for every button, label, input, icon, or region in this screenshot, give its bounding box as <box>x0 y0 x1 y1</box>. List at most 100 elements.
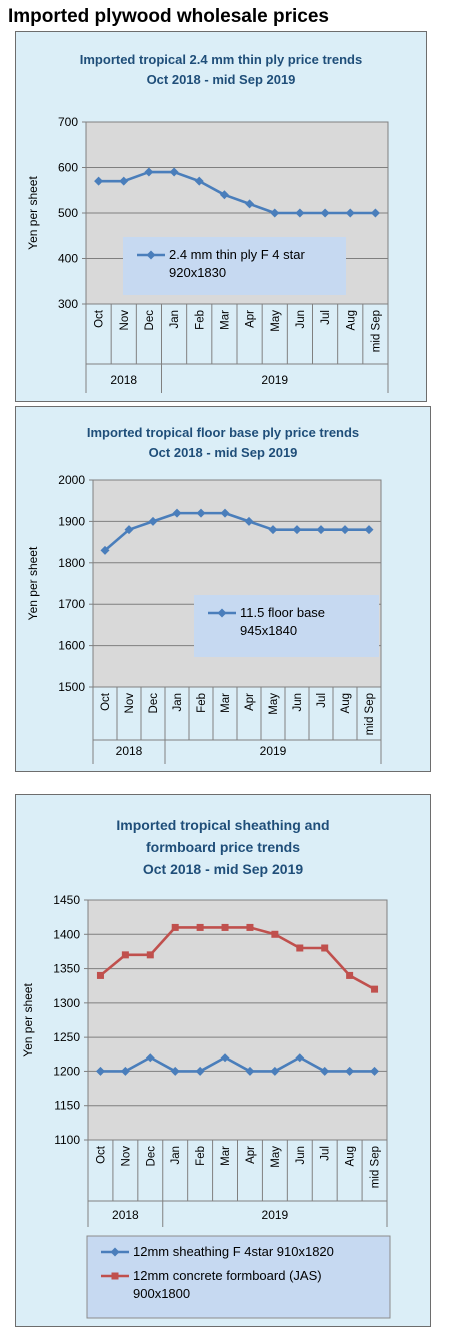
data-point <box>96 971 104 979</box>
data-point <box>196 923 204 931</box>
chart-title-line: Imported tropical sheathing and <box>116 817 329 833</box>
y-tick-label: 1700 <box>58 597 85 611</box>
y-tick-label: 1450 <box>53 893 80 907</box>
data-point <box>119 176 129 186</box>
y-tick-label: 500 <box>58 206 78 220</box>
legend-label: 945x1840 <box>240 623 297 638</box>
x-tick-label-dec: Dec <box>145 1146 157 1167</box>
data-point <box>320 208 330 218</box>
x-tick-label-nov: Nov <box>124 693 136 714</box>
chart-svg: Imported tropical 2.4 mm thin ply price … <box>26 52 389 393</box>
y-tick-label: 600 <box>58 161 78 175</box>
chart-panel-thin-ply: Imported tropical 2.4 mm thin ply price … <box>15 31 427 402</box>
chart-svg: Imported tropical floor base ply price t… <box>26 425 382 764</box>
x-tick-label-jul: Jul <box>316 693 328 708</box>
y-tick-label: 1200 <box>53 1064 80 1078</box>
data-point <box>246 923 254 931</box>
data-point <box>270 208 280 218</box>
data-point <box>295 1053 305 1063</box>
x-tick-label-aug: Aug <box>345 1146 357 1166</box>
x-tick-label-feb: Feb <box>195 1146 207 1166</box>
y-tick-label: 1350 <box>53 962 80 976</box>
y-tick-label: 400 <box>58 252 78 266</box>
data-point <box>245 199 255 209</box>
y-tick-label: 1600 <box>58 639 85 653</box>
data-point <box>296 944 304 952</box>
data-point <box>292 525 302 535</box>
y-axis-title: Yen per sheet <box>26 176 40 250</box>
y-tick-label: 300 <box>58 297 78 311</box>
chart-panel-sheathing-formboard: Imported tropical sheathing and formboard… <box>15 794 431 1327</box>
legend-box <box>86 1235 391 1319</box>
x-tick-label-dec: Dec <box>144 310 156 331</box>
chart-title-line: Oct 2018 - mid Sep 2019 <box>147 72 296 87</box>
data-point <box>171 923 179 931</box>
data-point <box>371 985 379 993</box>
data-point <box>100 545 110 555</box>
legend-swatch-marker <box>217 608 227 618</box>
data-point <box>244 516 254 526</box>
legend-box <box>194 595 379 657</box>
data-point <box>340 525 350 535</box>
data-point <box>169 167 179 177</box>
x-tick-label-jun: Jun <box>292 693 304 712</box>
x-tick-label-dec: Dec <box>148 693 160 714</box>
x-tick-label-jan: Jan <box>172 693 184 712</box>
data-point <box>245 1066 255 1076</box>
y-axis-title: Yen per sheet <box>26 546 40 620</box>
y-axis-title: Yen per sheet <box>21 983 35 1057</box>
data-point <box>220 1053 230 1063</box>
data-point <box>345 208 355 218</box>
legend-label: 2.4 mm thin ply F 4 star <box>169 247 305 262</box>
y-tick-label: 1100 <box>54 1133 80 1147</box>
data-point <box>120 1066 130 1076</box>
y-tick-label: 1150 <box>54 1099 80 1113</box>
data-point <box>345 1066 355 1076</box>
x-tick-label-aug: Aug <box>345 310 357 330</box>
legend-box <box>123 237 346 295</box>
x-tick-label-mid-sep: mid Sep <box>370 310 382 352</box>
year-label-2019: 2019 <box>262 1208 289 1222</box>
x-tick-label-mar: Mar <box>220 693 232 713</box>
chart-svg: Imported tropical sheathing and formboard… <box>21 817 391 1319</box>
x-tick-label-nov: Nov <box>119 310 131 331</box>
data-point <box>146 951 154 959</box>
legend-label: 11.5 floor base <box>240 605 325 620</box>
legend-swatch-marker <box>110 1247 120 1257</box>
y-tick-label: 1800 <box>58 556 85 570</box>
year-label-2018: 2018 <box>116 744 143 758</box>
data-point <box>195 1066 205 1076</box>
x-tick-label-aug: Aug <box>340 693 352 713</box>
legend-swatch-marker <box>111 1272 119 1280</box>
x-tick-label-mar: Mar <box>220 1146 232 1166</box>
data-point <box>95 1066 105 1076</box>
data-point <box>346 971 354 979</box>
x-tick-label-nov: Nov <box>120 1146 132 1167</box>
data-point <box>321 944 329 952</box>
data-point <box>370 208 380 218</box>
x-tick-label-oct: Oct <box>95 1145 107 1164</box>
y-tick-label: 2000 <box>58 473 85 487</box>
x-tick-label-jun: Jun <box>295 310 307 329</box>
data-point <box>148 516 158 526</box>
data-point <box>270 1066 280 1076</box>
y-tick-label: 1400 <box>53 927 80 941</box>
chart-title-line: Oct 2018 - mid Sep 2019 <box>143 861 304 877</box>
chart-title-line: Imported tropical floor base ply price t… <box>87 425 359 440</box>
y-tick-label: 1500 <box>58 680 85 694</box>
chart-title-line: formboard price trends <box>146 839 300 855</box>
y-tick-label: 1900 <box>58 514 85 528</box>
chart-title-line: Oct 2018 - mid Sep 2019 <box>149 445 298 460</box>
data-point <box>364 525 374 535</box>
data-point <box>172 508 182 518</box>
data-point <box>268 525 278 535</box>
legend-label: 12mm concrete formboard (JAS) <box>133 1268 322 1283</box>
data-point <box>170 1066 180 1076</box>
data-point <box>194 176 204 186</box>
data-point <box>220 508 230 518</box>
x-tick-label-may: May <box>270 1146 282 1168</box>
data-point <box>196 508 206 518</box>
plot-area <box>87 899 388 1141</box>
x-tick-label-mid-sep: mid Sep <box>370 1146 382 1188</box>
data-point <box>121 951 129 959</box>
